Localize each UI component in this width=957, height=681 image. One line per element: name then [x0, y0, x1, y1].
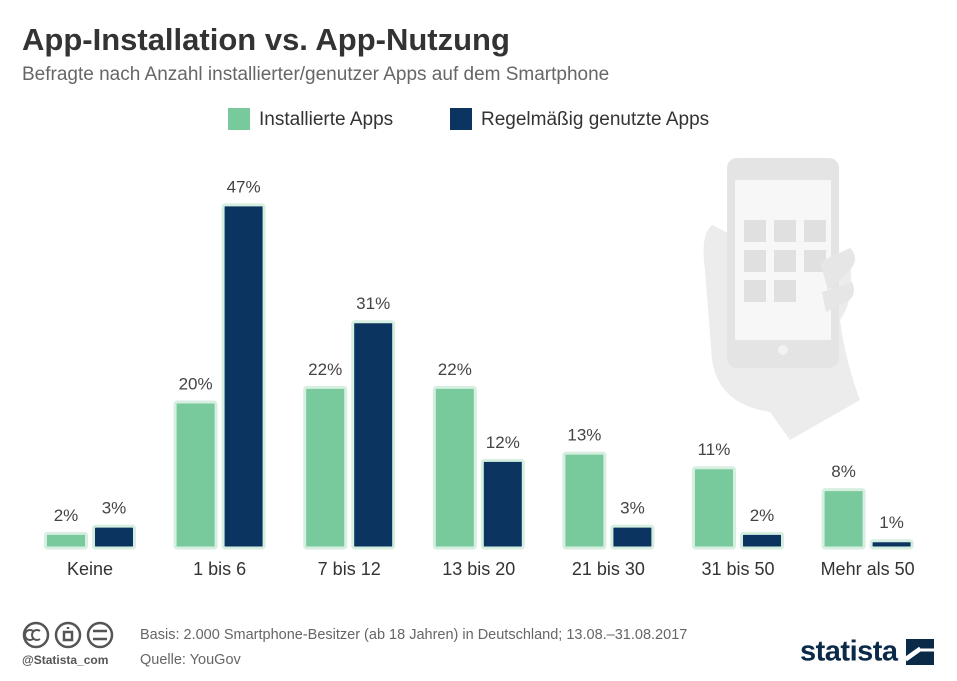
x-tick-label: Mehr als 50	[821, 559, 915, 579]
value-label: 1%	[879, 513, 904, 532]
x-tick-label: 13 bis 20	[442, 559, 515, 579]
x-tick-label: 31 bis 50	[701, 559, 774, 579]
bar	[480, 458, 525, 550]
bar	[740, 531, 784, 550]
bar	[562, 451, 607, 550]
brand-mark	[905, 639, 934, 665]
x-tick-label: 21 bis 30	[572, 559, 645, 579]
x-tick-label: 7 bis 12	[318, 559, 381, 579]
bar	[221, 203, 266, 550]
bar	[351, 320, 396, 550]
value-label: 22%	[438, 360, 472, 379]
value-label: 3%	[102, 499, 127, 518]
chart-subtitle: Befragte nach Anzahl installierter/genut…	[22, 64, 609, 85]
legend-swatch	[228, 108, 250, 130]
bar	[692, 466, 736, 550]
fingers	[820, 248, 855, 312]
x-tick-label: Keine	[67, 559, 113, 579]
value-label: 31%	[356, 294, 390, 313]
bar	[869, 539, 914, 550]
value-label: 12%	[486, 433, 520, 452]
bar	[44, 531, 88, 550]
source: Quelle: YouGov	[140, 652, 242, 668]
bar	[610, 524, 655, 550]
bar	[303, 385, 348, 550]
value-label: 20%	[179, 374, 213, 393]
legend-label: Installierte Apps	[259, 109, 393, 130]
x-tick-label: 1 bis 6	[193, 559, 246, 579]
cc-icons	[22, 621, 114, 649]
value-label: 2%	[750, 506, 775, 525]
value-label: 3%	[620, 499, 645, 518]
bar	[92, 524, 136, 550]
value-label: 8%	[831, 462, 856, 481]
bar	[432, 385, 477, 550]
phone-illustration	[703, 158, 860, 440]
bar	[821, 488, 866, 550]
chart-title: App-Installation vs. App-Nutzung	[22, 22, 510, 57]
value-label: 22%	[308, 360, 342, 379]
value-label: 13%	[567, 426, 601, 445]
value-label: 2%	[54, 506, 79, 525]
value-label: 11%	[698, 440, 731, 459]
legend-label: Regelmäßig genutzte Apps	[481, 109, 709, 130]
credit: @Statista_com	[22, 653, 108, 667]
brand-logo: statista	[800, 636, 899, 668]
home-button	[778, 345, 788, 355]
legend-swatch	[450, 108, 472, 130]
footnote: Basis: 2.000 Smartphone-Besitzer (ab 18 …	[140, 627, 687, 643]
bar	[173, 400, 218, 550]
value-label: 47%	[227, 177, 261, 196]
app-icons	[744, 220, 826, 302]
